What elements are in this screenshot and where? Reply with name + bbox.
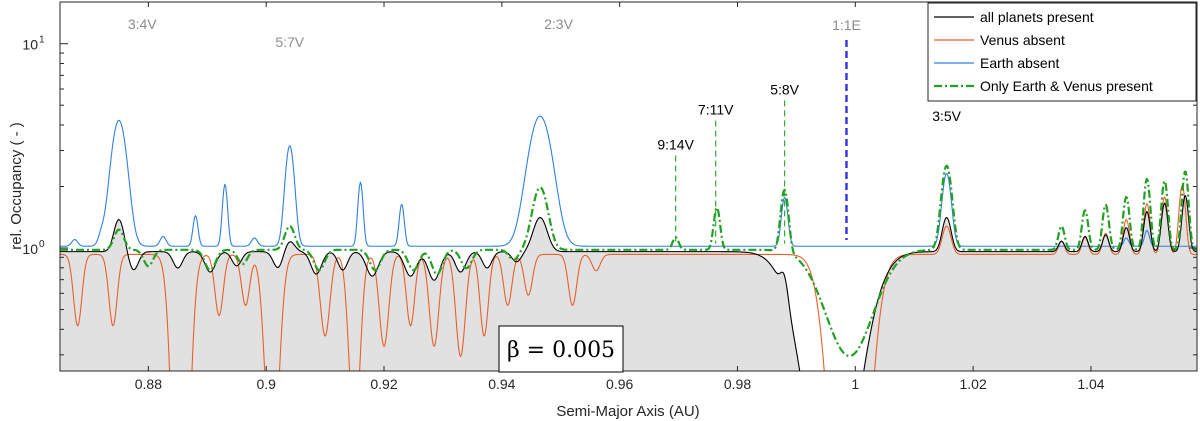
- y-axis-label: rel. Occupancy ( - ): [8, 122, 25, 250]
- resonance-label-3: 1:1E: [832, 17, 861, 33]
- beta-box: β = 0.005: [498, 325, 624, 373]
- series-line-0: [60, 195, 1197, 371]
- y-tick-exponent: 0: [39, 239, 45, 250]
- resonance-annotations: 3:4V 5:7V 2:3V 1:1E 9:14V 7:11V 5:8V 3:5V: [128, 16, 962, 244]
- y-tick-label: 10: [22, 37, 38, 53]
- x-tick-label: 0.98: [724, 376, 751, 392]
- legend: all planets present Venus absent Earth abs…: [927, 2, 1197, 102]
- legend-entry-1: Venus absent: [980, 32, 1065, 48]
- legend-entry-3: Only Earth & Venus present: [980, 78, 1153, 94]
- resonance-label-2: 2:3V: [544, 16, 573, 32]
- y-tick-exponent: 1: [39, 35, 45, 46]
- x-tick-label: 1.02: [960, 376, 987, 392]
- resonance-label-0: 3:4V: [128, 16, 157, 32]
- x-tick-label: 0.88: [135, 376, 162, 392]
- resonance-label-7: 3:5V: [932, 108, 961, 124]
- resonance-label-4: 9:14V: [657, 137, 694, 153]
- beta-text: β = 0.005: [507, 338, 615, 363]
- x-tick-label: 1.04: [1077, 376, 1104, 392]
- resonance-label-5: 7:11V: [698, 102, 734, 118]
- x-tick-label: 1: [851, 376, 859, 392]
- series-line-1: [60, 185, 1197, 371]
- series-line-3: [60, 164, 1197, 358]
- series-fill-0: [60, 195, 1197, 371]
- legend-entry-0: all planets present: [980, 9, 1094, 25]
- x-tick-label: 0.94: [488, 376, 515, 392]
- legend-entry-2: Earth absent: [980, 55, 1059, 71]
- x-axis-label: Semi-Major Axis (AU): [556, 403, 699, 420]
- x-tick-label: 0.92: [370, 376, 397, 392]
- series-line-2: [60, 115, 1197, 247]
- x-tick-label: 0.96: [606, 376, 633, 392]
- y-tick-label: 10: [22, 241, 38, 257]
- resonance-label-1: 5:7V: [275, 34, 304, 50]
- x-tick-label: 0.9: [256, 376, 276, 392]
- resonance-label-6: 5:8V: [770, 81, 799, 97]
- legend-box: [927, 2, 1197, 102]
- plot-area: [60, 115, 1197, 371]
